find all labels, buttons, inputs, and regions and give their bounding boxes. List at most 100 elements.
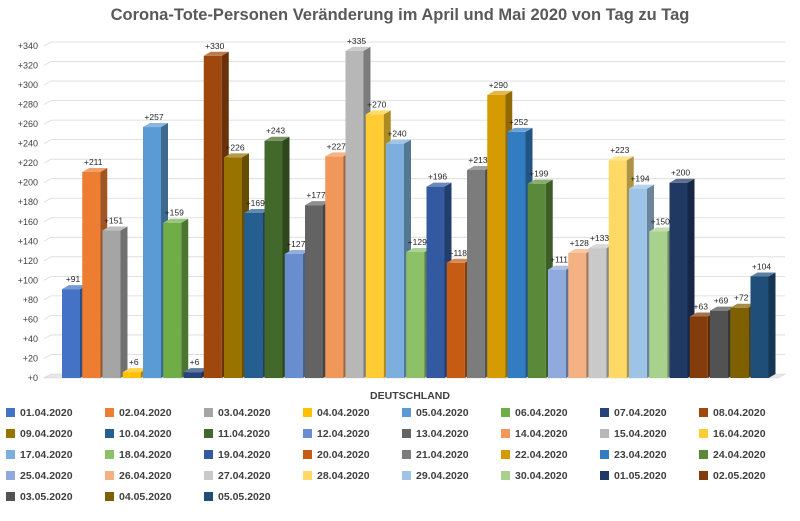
bar-top [548,265,573,270]
data-label: +129 [408,237,427,247]
bar-front [467,170,485,378]
legend: 01.04.2020 02.04.2020 03.04.2020 04.04.2020… [6,405,800,504]
legend-label: 05.05.2020 [218,490,271,503]
legend-item: 11.04.2020 [204,426,303,441]
y-tick-label: +80 [23,295,38,305]
bar-side [768,272,776,378]
bar-top [730,303,756,308]
y-gridline-depth [43,315,52,320]
bar-top [143,123,168,128]
legend-label: 18.04.2020 [119,448,172,461]
legend-swatch [600,408,609,417]
data-label: +169 [246,198,265,208]
data-label: +159 [165,208,184,218]
legend-label: 01.05.2020 [614,469,667,482]
data-label: +6 [190,357,200,367]
legend-item: 04.04.2020 [303,405,402,420]
legend-item: 02.05.2020 [699,468,798,483]
bar-front [325,156,344,378]
legend-item: 28.04.2020 [303,468,402,483]
legend-label: 01.04.2020 [20,406,73,419]
legend-label: 02.04.2020 [119,406,172,419]
bar-front [183,372,202,378]
legend-label: 17.04.2020 [20,448,73,461]
y-tick-label: +280 [18,100,38,110]
bar-front [507,131,526,378]
legend-label: 25.04.2020 [20,469,73,482]
legend-label: 09.04.2020 [20,427,73,440]
legend-label: 07.04.2020 [614,406,667,419]
bar-top [386,139,411,144]
bar-front [730,307,749,378]
bar-top [467,166,492,171]
legend-label: 08.04.2020 [713,406,766,419]
bar-top [669,178,695,183]
legend-swatch [303,471,312,480]
bar-top [649,227,675,232]
y-tick-label: +60 [23,314,38,324]
bar-front [487,94,506,378]
bar-top [507,127,533,132]
bar [102,226,128,378]
bar-front [264,140,283,378]
data-label: +196 [428,172,447,182]
data-label: +257 [144,112,163,122]
legend-swatch [501,471,510,480]
y-gridline-depth [43,217,52,223]
bar-top [264,136,290,141]
legend-label: 03.04.2020 [218,406,271,419]
data-label: +335 [347,36,366,46]
legend-swatch [6,408,15,417]
legend-item: 15.04.2020 [600,426,699,441]
legend-item: 05.05.2020 [204,489,303,504]
bar-front [710,310,728,378]
y-gridline-depth [43,197,52,203]
legend-item: 20.04.2020 [303,447,402,462]
bar [426,182,452,378]
legend-swatch [6,492,15,501]
y-gridline-depth [43,295,52,301]
data-label: +240 [387,129,406,139]
y-gridline-depth [43,276,52,281]
data-label: +104 [752,261,771,271]
bar-top [284,249,310,254]
data-label: +111 [550,255,568,265]
data-label: +177 [306,190,325,200]
bar-front [386,143,404,378]
bar-top [325,152,351,157]
x-category-label: DEUTSCHLAND [370,390,450,402]
y-tick-label: +320 [18,61,38,71]
bar-top [62,285,87,290]
legend-item: 03.04.2020 [204,405,303,420]
legend-label: 04.05.2020 [119,490,172,503]
legend-swatch [105,429,114,438]
bar-side [120,226,128,378]
legend-label: 14.04.2020 [515,427,568,440]
y-tick-label: +20 [23,353,38,363]
y-tick-label: +240 [18,139,38,149]
legend-label: 06.04.2020 [515,406,568,419]
data-label: +270 [367,99,386,109]
bar-top [588,244,614,249]
legend-swatch [303,450,312,459]
legend-item: 18.04.2020 [105,447,204,462]
data-label: +200 [671,168,690,178]
y-gridline-depth [43,354,52,359]
bar-top [487,90,513,95]
bar [163,218,189,378]
chart-title: Corona-Tote-Personen Veränderung im Apri… [110,6,690,24]
bar-front [284,253,303,378]
bar-front [203,55,222,378]
bar-top [406,248,432,253]
legend-swatch [699,429,708,438]
legend-item: 01.04.2020 [6,405,105,420]
data-label: +69 [714,296,729,306]
y-gridline-depth [43,119,52,125]
bar-top [527,179,553,184]
bar-front [568,253,587,378]
legend-label: 15.04.2020 [614,427,667,440]
legend-swatch [402,408,411,417]
legend-item: 02.04.2020 [105,405,204,420]
bar-top [345,46,371,51]
